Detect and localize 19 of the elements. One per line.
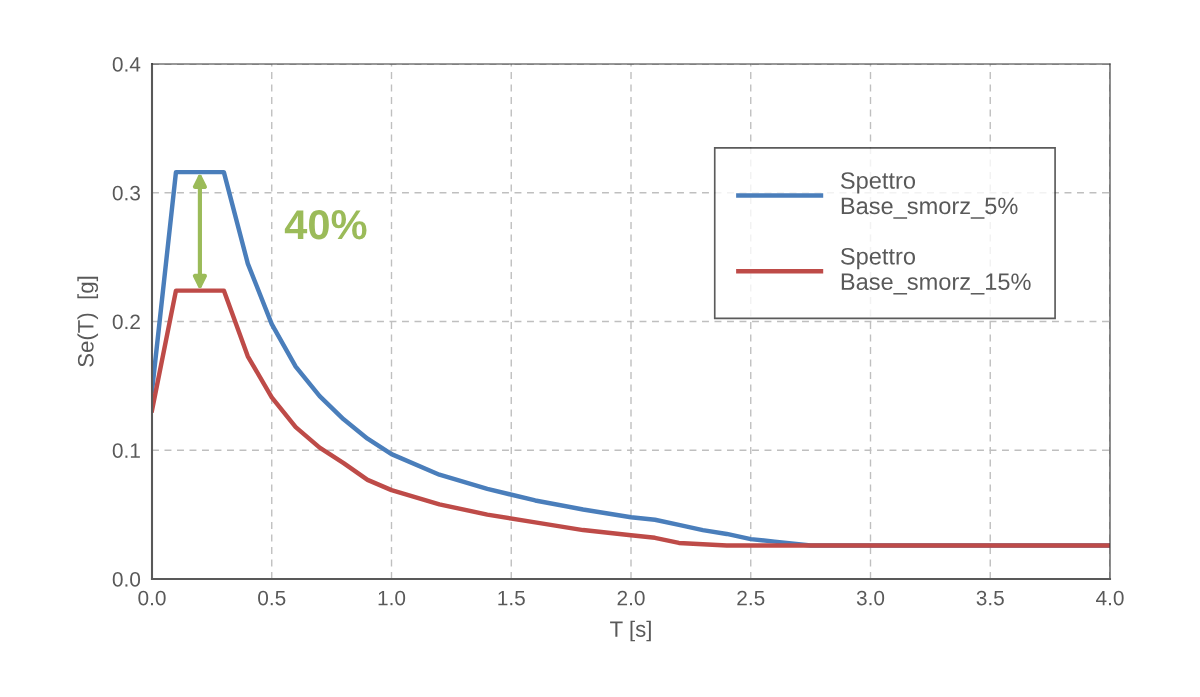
x-tick-label: 2.0 <box>617 590 645 606</box>
x-tick-label: 3.0 <box>856 590 885 606</box>
x-tick-label: 1.5 <box>498 590 525 606</box>
legend-label: Spettro Base_smorz_15% <box>840 247 1031 295</box>
x-tick-label: 0.0 <box>138 590 166 606</box>
x-tick-label: 2.5 <box>737 590 765 606</box>
y-tick-label: 0.3 <box>112 185 140 201</box>
legend-label: Spettro Base_smorz_5% <box>840 172 1018 219</box>
x-tick-label: 1.0 <box>378 590 406 606</box>
x-tick-label: 3.5 <box>976 590 1004 606</box>
y-tick-label: 0.4 <box>112 57 141 72</box>
annotation: 40% <box>284 210 367 240</box>
y-axis-title: Se(T) [g] <box>77 276 99 367</box>
y-tick-label: 0.1 <box>112 443 140 458</box>
x-tick-label: 4.0 <box>1096 590 1124 606</box>
y-tick-label: 0.2 <box>112 314 140 330</box>
x-axis-title: T [s] <box>610 620 651 642</box>
x-tick-label: 0.5 <box>258 590 286 606</box>
y-tick-label: 0.0 <box>112 572 141 587</box>
